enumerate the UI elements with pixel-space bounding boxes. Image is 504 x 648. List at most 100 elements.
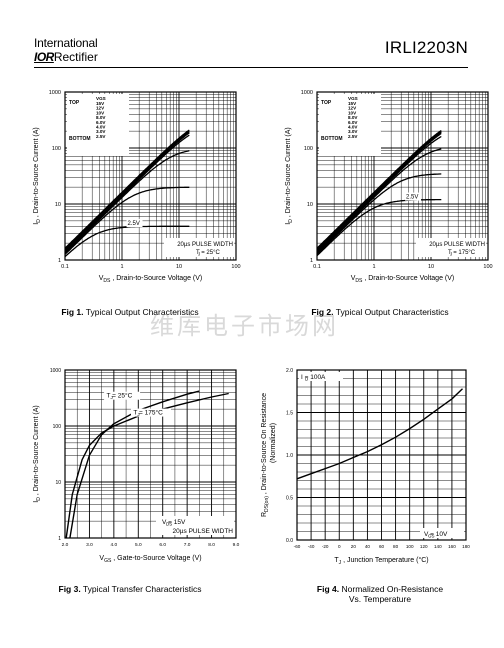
x-axis-label: VGS , Gate-to-Source Voltage (V)	[99, 555, 201, 564]
x-axis-label: TJ , Junction Temperature (°C)	[334, 556, 428, 566]
x-tick-label: 20	[351, 544, 357, 549]
x-tick-label: -60	[294, 544, 301, 549]
annotation-bg	[126, 219, 143, 228]
y-tick-label: 1	[58, 258, 61, 264]
legend-value: 15V	[96, 101, 105, 106]
x-tick-label: 40	[365, 544, 371, 549]
legend-value: 4.0V	[348, 125, 358, 130]
x-tick-label: 6.0	[159, 542, 166, 548]
legend-top: TOP	[69, 100, 80, 106]
x-tick-label: 140	[434, 544, 442, 549]
curve-10V	[316, 131, 442, 251]
x-tick-label: 10	[176, 264, 182, 270]
fig3-caption: Fig 3. Typical Transfer Characteristics	[58, 584, 202, 594]
y-tick-label: 1000	[50, 368, 61, 374]
y-axis-label: ID , Drain-to-Source Current (A)	[33, 405, 42, 502]
legend-header: VGS	[348, 96, 358, 101]
x-tick-label: 2.0	[62, 542, 69, 548]
y-tick-label: 1000	[49, 90, 61, 96]
legend-bottom: BOTTOM	[69, 136, 91, 142]
legend-bg	[67, 94, 129, 156]
legend-value: 6.0V	[348, 120, 358, 125]
x-tick-label: 9.0	[233, 542, 240, 548]
pulse-note: 20µs PULSE WIDTH	[173, 528, 234, 535]
curve-10V	[64, 131, 190, 251]
legend-value: 2.5V	[96, 134, 106, 139]
fig2-caption: Fig 2. Typical Output Characteristics	[311, 307, 449, 317]
note-bg	[156, 516, 234, 535]
y-tick-label: 0.5	[286, 496, 293, 502]
x-axis-label: VDS , Drain-to-Source Voltage (V)	[351, 275, 455, 284]
legend-value: 10V	[348, 110, 357, 115]
temp-note: T = 175°CJ	[448, 250, 476, 257]
legend-bottom: BOTTOM	[321, 136, 343, 142]
y-axis-label: RDS(on) , Drain-to-Source On Resistance	[261, 393, 270, 517]
x-axis-label: VDS , Drain-to-Source Voltage (V)	[99, 275, 203, 284]
fig4-chart: I = 100AD V = 10VGS -60 -40 -20 0 20 40 60 80 100 1…	[261, 368, 470, 566]
y-tick-label: 100	[304, 146, 313, 152]
fig1-caption: Fig 1. Typical Output Characteristics	[61, 307, 199, 317]
note-bg	[299, 372, 343, 381]
x-tick-label: 80	[393, 544, 399, 549]
legend-top: TOP	[321, 100, 332, 106]
y-axis-label-2: (Normalized)	[270, 423, 277, 463]
legend: TOP BOTTOM VGS15V12V10V8.0V6.0V4.0V3.0V2.5…	[319, 94, 381, 156]
legend-value: 10V	[96, 110, 105, 115]
curve-rds	[296, 388, 463, 480]
x-tick-label: 100	[406, 544, 414, 549]
legend-value: 15V	[348, 101, 357, 106]
note-bg	[164, 238, 234, 257]
y-tick-label: 10	[307, 202, 313, 208]
x-tick-label: 4.0	[111, 542, 118, 548]
x-tick-label: 160	[448, 544, 456, 549]
curve-25C	[69, 390, 200, 539]
annotation-bg	[405, 192, 422, 201]
y-tick-label: 1000	[301, 90, 313, 96]
legend-value: 3.0V	[96, 129, 106, 134]
y-tick-label: 2.0	[286, 368, 293, 374]
x-tick-label: 0.1	[313, 264, 321, 270]
label-bg	[104, 391, 141, 400]
curve-8.0V	[316, 132, 442, 252]
x-tick-label: 10	[428, 264, 434, 270]
curve-3.0V	[64, 186, 190, 255]
y-tick-label: 0.0	[286, 538, 293, 544]
x-tick-label: 0.1	[61, 264, 69, 270]
curve-6.0V	[64, 134, 190, 253]
x-tick-label: 3.0	[86, 542, 93, 548]
curve-15V	[316, 129, 442, 249]
legend-value: 8.0V	[96, 115, 106, 120]
part-number: IRLI2203N	[384, 38, 468, 57]
legend-value: 6.0V	[96, 120, 106, 125]
annotation-2v5: 2.5V	[406, 195, 418, 201]
fig4-caption: Fig 4. Normalized On-Resistance Vs. Tempe…	[316, 584, 444, 604]
legend-value: 12V	[96, 106, 105, 111]
curve-175C	[65, 392, 229, 539]
legend-value: 3.0V	[348, 129, 358, 134]
y-axis-label: ID , Drain-to-Source Current (A)	[285, 127, 294, 224]
label-25c: T = 25°CJ	[107, 392, 133, 401]
x-tick-label: 180	[462, 544, 470, 549]
note-bg	[416, 238, 486, 257]
curve-2.5V	[64, 225, 190, 258]
curve-6.0V	[316, 135, 442, 253]
header-rule	[34, 67, 468, 68]
temp-note: T = 25°CJ	[196, 250, 220, 257]
curve-8.0V	[64, 132, 190, 252]
curve-4.0V	[64, 150, 190, 254]
vds-note: V = 15VDS	[162, 519, 186, 527]
pulse-note: 20µs PULSE WIDTH	[429, 242, 485, 248]
watermark: 维库电子市场网	[150, 312, 339, 340]
y-tick-label: 10	[55, 202, 61, 208]
fig1-chart: TOPBOTTOMVGS15V12V10V8.0V6.0V4.0V3.0V2.5…	[33, 90, 241, 284]
legend-value: 4.0V	[96, 125, 106, 130]
note-bg	[420, 528, 464, 538]
x-tick-label: 120	[420, 544, 428, 549]
legend-bg	[319, 94, 381, 156]
x-tick-label: 7.0	[184, 542, 191, 548]
brand-logo: IORRectifier	[34, 50, 98, 64]
y-axis-label: ID , Drain-to-Source Current (A)	[33, 127, 42, 224]
curve-4.0V	[316, 148, 442, 254]
x-tick-label: -20	[322, 544, 329, 549]
x-tick-label: 100	[231, 264, 240, 270]
